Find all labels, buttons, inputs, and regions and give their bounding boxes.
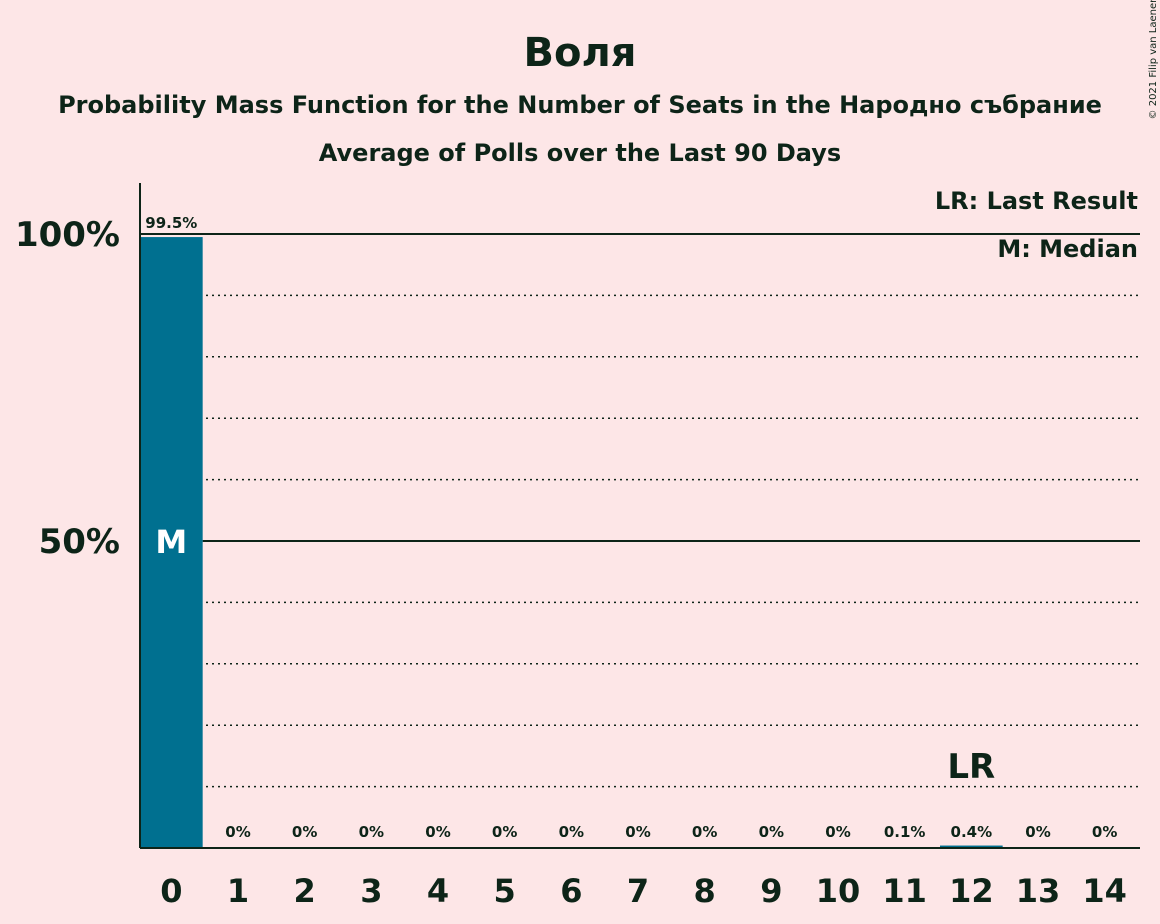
last-result-marker: LR <box>947 747 995 787</box>
data-label: 0% <box>492 823 517 841</box>
data-label: 0% <box>425 823 450 841</box>
legend-median: M: Median <box>997 235 1138 263</box>
x-tick-label: 14 <box>1082 872 1127 910</box>
data-label: 0% <box>1092 823 1117 841</box>
x-tick-label: 3 <box>360 872 382 910</box>
chart-subtitle: Probability Mass Function for the Number… <box>58 91 1102 119</box>
bars <box>140 236 1003 848</box>
x-tick-label: 7 <box>627 872 649 910</box>
chart-subtitle-2: Average of Polls over the Last 90 Days <box>319 139 841 167</box>
x-tick-label: 1 <box>227 872 249 910</box>
bar <box>940 845 1003 848</box>
median-marker: M <box>155 523 187 561</box>
legend-last-result: LR: Last Result <box>935 187 1138 215</box>
x-tick-label: 6 <box>560 872 582 910</box>
value-labels: 99.5% 0% 0% 0% 0% 0% 0% 0% 0% 0% 0% 0.1% 0.4% 0% 0% M LR <box>145 214 1117 841</box>
copyright-notice: © 2021 Filip van Laenen <box>1148 0 1159 119</box>
data-label: 0% <box>359 823 384 841</box>
grid-lines <box>140 233 1140 788</box>
data-label: 0% <box>692 823 717 841</box>
data-label: 0.1% <box>884 823 926 841</box>
x-tick-label: 10 <box>816 872 861 910</box>
x-tick-label: 9 <box>760 872 782 910</box>
chart-title: Воля <box>524 30 637 76</box>
x-tick-label: 4 <box>427 872 449 910</box>
axes: 50%100%0 1 2 3 4 5 6 7 8 9 10 11 12 13 14 <box>15 183 1140 910</box>
data-label: 0% <box>759 823 784 841</box>
x-tick-label: 12 <box>949 872 994 910</box>
data-label: 0% <box>292 823 317 841</box>
data-label: 0% <box>225 823 250 841</box>
x-tick-label: 0 <box>160 872 182 910</box>
data-label: 0.4% <box>951 823 993 841</box>
x-tick-label: 11 <box>882 872 927 910</box>
data-label: 0% <box>825 823 850 841</box>
data-label: 0% <box>559 823 584 841</box>
y-tick-label: 100% <box>15 215 120 255</box>
data-label: 0% <box>625 823 650 841</box>
data-label: 99.5% <box>145 214 197 232</box>
bar <box>140 237 203 848</box>
x-tick-label: 13 <box>1016 872 1061 910</box>
y-tick-label: 50% <box>39 522 120 562</box>
x-tick-label: 5 <box>494 872 516 910</box>
x-tick-label: 2 <box>294 872 316 910</box>
x-tick-label: 8 <box>694 872 716 910</box>
data-label: 0% <box>1025 823 1050 841</box>
